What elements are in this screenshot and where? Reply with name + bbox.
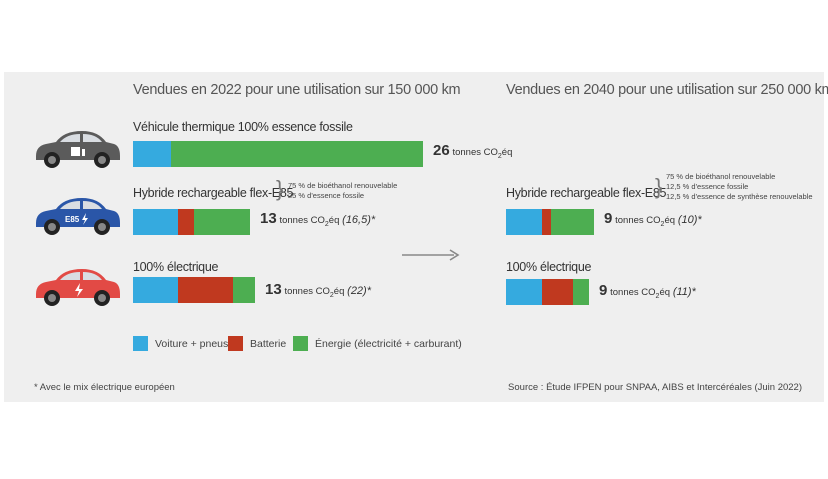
- thermal-car-icon: [36, 131, 120, 168]
- legend-swatch-batterie: [228, 336, 243, 351]
- notes-hybride-2040: 75 % de bioéthanol renouvelable 12,5 % d…: [666, 172, 813, 202]
- source-note: Source : Étude IFPEN pour SNPAA, AIBS et…: [508, 382, 802, 393]
- unit-label: tonnes CO2éq: [610, 287, 671, 300]
- hybrid-badge-text: E85: [65, 215, 80, 224]
- segment-batterie: [542, 279, 573, 305]
- notes-hybride-2022: 75 % de bioéthanol renouvelable 25 % d'e…: [288, 181, 397, 201]
- total-hybride-2022: 13 tonnes CO2éq (16,5)*: [260, 210, 375, 228]
- legend-label-batterie: Batterie: [250, 338, 287, 350]
- unit-label: tonnes CO2éq: [452, 147, 513, 160]
- segment-voiture: [506, 279, 542, 305]
- total-value: 13: [260, 210, 277, 227]
- unit-label: tonnes CO2éq: [284, 286, 345, 299]
- brace-2040: }: [655, 174, 663, 199]
- note-line: 75 % de bioéthanol renouvelable: [288, 181, 398, 190]
- segment-energie: [171, 141, 423, 167]
- segment-energie: [551, 209, 594, 235]
- legend-label-energie: Énergie (électricité + carburant): [315, 338, 462, 350]
- legend-swatch-voiture: [133, 336, 148, 351]
- total-electrique-2040: 9 tonnes CO2éq (11)*: [599, 282, 696, 300]
- total-electrique-2022: 13 tonnes CO2éq (22)*: [265, 281, 371, 299]
- unit-label: tonnes CO2éq: [615, 215, 676, 228]
- segment-voiture: [506, 209, 542, 235]
- heading-2040: Vendues en 2040 pour une utilisation sur…: [506, 82, 828, 98]
- label-electrique-2022: 100% électrique: [133, 260, 219, 274]
- total-value: 13: [265, 281, 282, 298]
- heading-2022: Vendues en 2022 pour une utilisation sur…: [133, 82, 461, 98]
- segment-batterie: [178, 209, 194, 235]
- label-thermique-2022: Véhicule thermique 100% essence fossile: [133, 120, 353, 134]
- legend-swatch-energie: [293, 336, 308, 351]
- bar-electrique-2040: [506, 279, 589, 305]
- footnote: * Avec le mix électrique européen: [34, 382, 175, 393]
- hybrid-car-icon: E85: [36, 198, 120, 235]
- segment-energie: [194, 209, 250, 235]
- label-hybride-2040: Hybride rechargeable flex-E85: [506, 186, 667, 200]
- note-line: 75 % de bioéthanol renouvelable: [666, 172, 776, 181]
- unit-label: tonnes CO2éq: [279, 215, 340, 228]
- segment-voiture: [133, 277, 178, 303]
- note-line: 12,5 % d'essence fossile: [666, 182, 749, 191]
- note-line: 25 % d'essence fossile: [288, 191, 365, 200]
- bar-hybride-2022: [133, 209, 250, 235]
- note-line: 12,5 % d'essence de synthèse renouvelabl…: [666, 192, 813, 201]
- infographic-panel: [4, 72, 824, 402]
- total-value: 9: [604, 210, 613, 227]
- total-value: 9: [599, 282, 608, 299]
- segment-energie: [233, 277, 255, 303]
- segment-energie: [573, 279, 589, 305]
- total-thermique-2022: 26 tonnes CO2éq: [433, 142, 512, 160]
- electric-car-icon: [36, 269, 120, 306]
- segment-batterie: [178, 277, 233, 303]
- total-eu-mix: (10)*: [677, 214, 702, 226]
- bar-electrique-2022: [133, 277, 255, 303]
- total-hybride-2040: 9 tonnes CO2éq (10)*: [604, 210, 702, 228]
- segment-voiture: [133, 209, 178, 235]
- total-eu-mix: (11)*: [672, 286, 696, 298]
- total-value: 26: [433, 142, 450, 159]
- total-eu-mix: (16,5)*: [342, 214, 376, 226]
- label-electrique-2040: 100% électrique: [506, 260, 592, 274]
- legend-label-voiture: Voiture + pneus: [155, 338, 229, 350]
- bar-hybride-2040: [506, 209, 594, 235]
- brace-2022: }: [276, 176, 284, 201]
- segment-voiture: [133, 141, 171, 167]
- arrow-right-icon: [402, 249, 460, 261]
- label-hybride-2022: Hybride rechargeable flex-E85: [133, 186, 294, 200]
- segment-batterie: [542, 209, 551, 235]
- bar-thermique-2022: [133, 141, 423, 167]
- total-eu-mix: (22)*: [347, 285, 371, 297]
